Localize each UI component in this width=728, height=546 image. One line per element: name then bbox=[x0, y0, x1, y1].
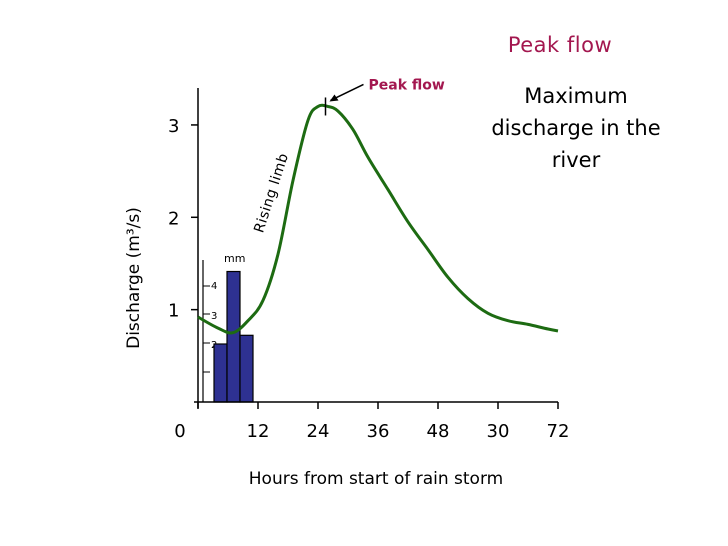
rainfall-bar-3 bbox=[239, 334, 254, 403]
rainfall-histogram: 234mm bbox=[202, 252, 254, 403]
discharge-line bbox=[197, 103, 559, 335]
x-tick-label-4: 48 bbox=[427, 421, 450, 442]
x-tick-label-0: 0 bbox=[174, 421, 185, 442]
x-tick-label-1: 12 bbox=[247, 421, 270, 442]
rainfall-tick-label: 3 bbox=[211, 311, 217, 322]
discharge-series bbox=[197, 103, 559, 335]
peak-pointer-arrowhead bbox=[329, 94, 339, 102]
y-tick-label-3: 3 bbox=[168, 116, 179, 137]
rainfall-tick-label: 4 bbox=[211, 281, 217, 292]
y-axis-title: Discharge (m³/s) bbox=[124, 207, 144, 349]
x-tick-label-2: 24 bbox=[307, 421, 330, 442]
rainfall-bar-2 bbox=[226, 270, 241, 403]
y-tick-label-2: 2 bbox=[168, 208, 179, 229]
peak-flow-label: Peak flow bbox=[369, 77, 445, 93]
peak-flow-heading: Peak flow bbox=[507, 33, 613, 57]
x-tick-label-6: 72 bbox=[547, 421, 570, 442]
peak-flow-definition: Maximum discharge in the river bbox=[491, 84, 661, 172]
rainfall-bar-1 bbox=[213, 343, 228, 403]
y-tick-label-1: 1 bbox=[168, 301, 179, 322]
x-tick-label-5: 30 bbox=[487, 421, 510, 442]
x-axis-title: Hours from start of rain storm bbox=[249, 469, 503, 489]
rainfall-unit-label: mm bbox=[224, 252, 245, 265]
x-tick-label-3: 36 bbox=[367, 421, 390, 442]
